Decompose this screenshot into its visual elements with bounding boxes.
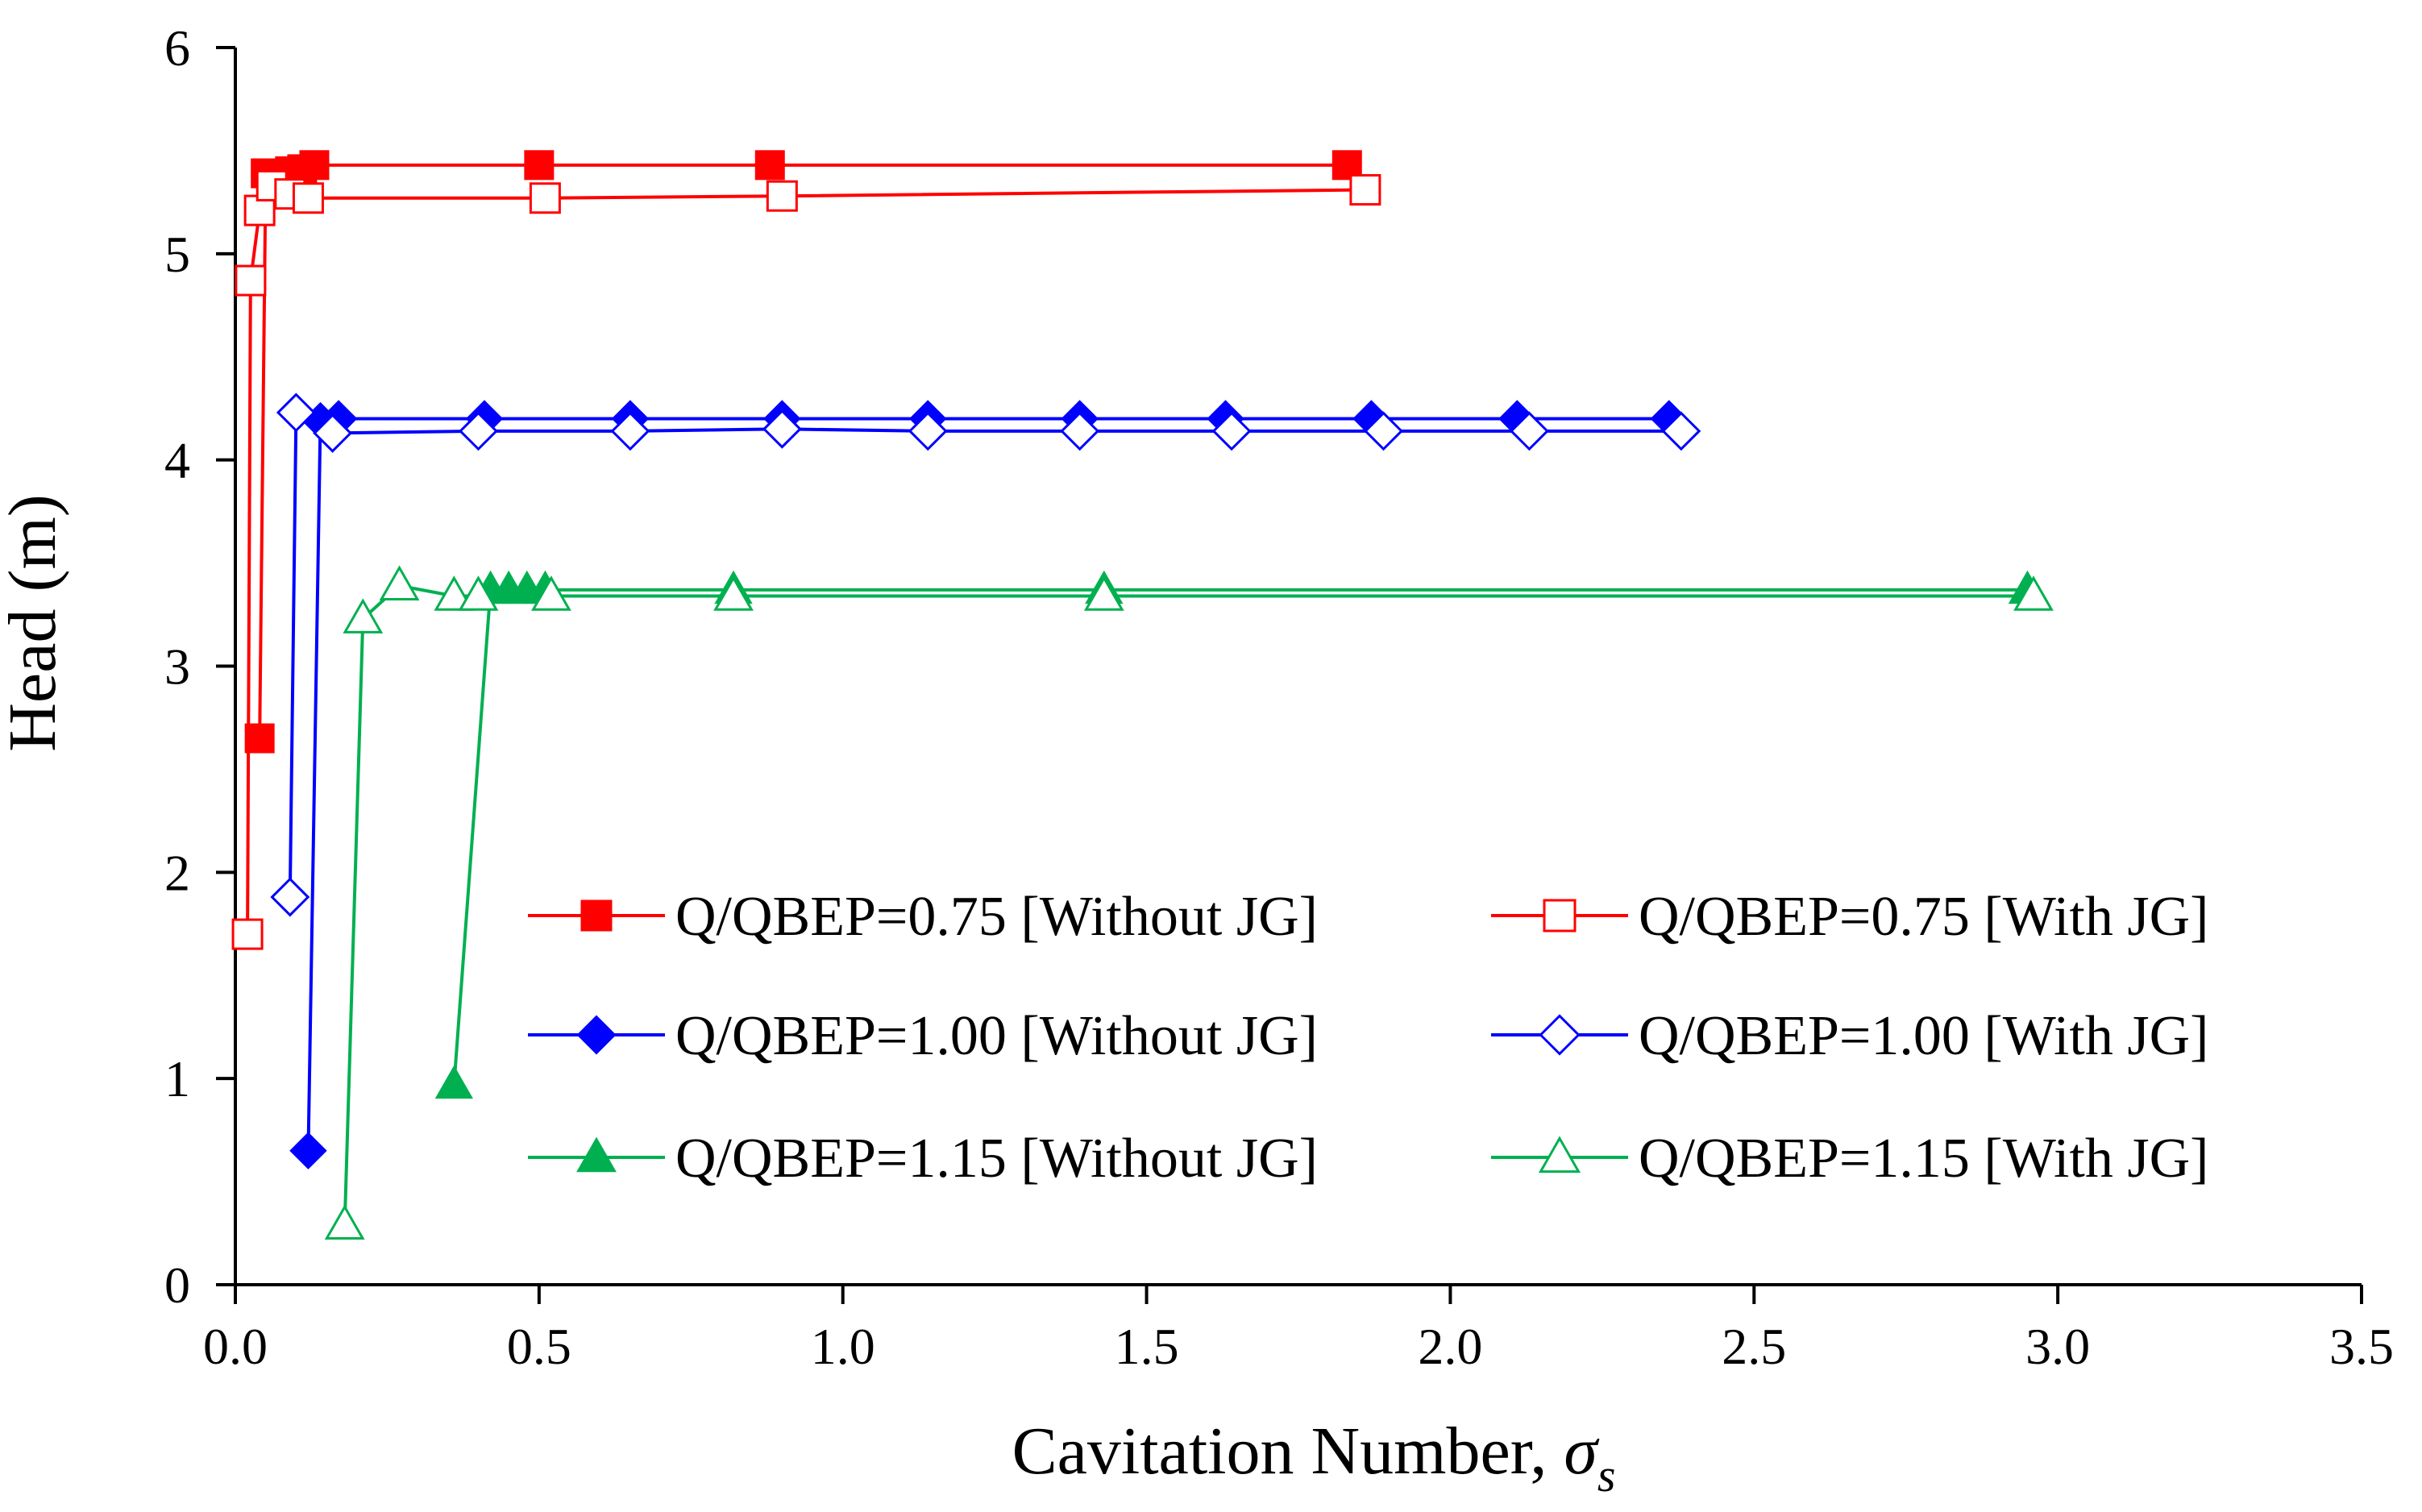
tick-labels: 0 1 2 3 4 5 6 0.0 0.5 1.0 1.5 2.0 2.5 3.0 3.5 — [164, 19, 2394, 1375]
data-point — [235, 264, 267, 297]
data-point — [324, 1204, 365, 1240]
data-point — [299, 150, 330, 181]
legend-item: Q/QBEP=0.75 [With JG] — [1491, 886, 2209, 948]
series-1 — [231, 169, 1381, 950]
data-point — [1083, 575, 1124, 611]
data-point — [529, 182, 561, 214]
x-axis-title-symbol: σ — [1564, 1414, 1600, 1489]
legend-label: Q/QBEP=0.75 [With JG] — [1639, 886, 2209, 948]
legend-label: Q/QBEP=1.15 [Without JG] — [675, 1128, 1318, 1190]
data-point — [762, 409, 802, 449]
legend-marker — [1539, 1014, 1581, 1056]
data-point — [1661, 411, 1701, 451]
legend-label: Q/QBEP=1.00 [With JG] — [1639, 1005, 2209, 1067]
data-point — [458, 575, 499, 611]
series-3 — [270, 393, 1701, 917]
data-point — [2013, 575, 2054, 611]
data-point — [531, 575, 571, 611]
legend-marker — [580, 899, 613, 932]
legend-marker — [576, 1015, 617, 1055]
series-line — [258, 163, 1348, 739]
x-tick-label: 2.5 — [1722, 1318, 1786, 1375]
data-point — [754, 150, 785, 181]
data-point — [766, 180, 798, 212]
x-axis-title-text: Cavitation Number, — [1012, 1414, 1564, 1489]
y-tick-label: 5 — [164, 226, 190, 283]
data-point — [231, 918, 264, 950]
data-point — [276, 393, 316, 433]
data-point — [434, 1065, 474, 1099]
legend-marker — [1538, 1136, 1581, 1173]
series-0 — [244, 150, 1362, 754]
data-point — [289, 1132, 327, 1169]
series-line — [288, 409, 1681, 898]
legend-item: Q/QBEP=1.15 [With JG] — [1491, 1128, 2209, 1190]
x-tick-label: 3.5 — [2329, 1318, 2394, 1375]
x-tick-label: 0.0 — [203, 1318, 268, 1375]
legend-label: Q/QBEP=0.75 [Without JG] — [675, 886, 1318, 948]
series-layer — [231, 150, 2054, 1240]
y-axis-title: Head (m) — [0, 494, 70, 752]
data-point — [1509, 411, 1549, 451]
legend-marker — [576, 1136, 617, 1173]
data-point — [908, 411, 948, 451]
data-point — [1211, 411, 1252, 451]
x-tick-label: 0.5 — [507, 1318, 571, 1375]
x-axis-title: Cavitation Number, σs — [1012, 1414, 1616, 1502]
y-tick-label: 1 — [164, 1050, 190, 1107]
data-point — [1060, 411, 1100, 451]
data-point — [244, 723, 275, 754]
x-tick-label: 1.5 — [1115, 1318, 1179, 1375]
series-5 — [324, 565, 2054, 1240]
y-tick-label: 3 — [164, 638, 190, 696]
series-line — [246, 183, 1365, 935]
legend-item: Q/QBEP=1.15 [Without JG] — [528, 1128, 1318, 1190]
legend-item: Q/QBEP=1.00 [Without JG] — [528, 1005, 1318, 1067]
y-tick-label: 0 — [164, 1257, 190, 1314]
x-tick-label: 1.0 — [811, 1318, 875, 1375]
data-point — [459, 411, 498, 451]
data-point — [379, 565, 420, 600]
data-point — [610, 411, 650, 451]
data-point — [313, 413, 353, 453]
data-point — [713, 575, 754, 611]
x-axis-title-subscript: s — [1597, 1449, 1616, 1502]
data-point — [343, 598, 384, 633]
y-tick-label: 2 — [164, 844, 190, 901]
data-point — [434, 575, 475, 611]
y-tick-label: 4 — [164, 432, 190, 489]
legend-item: Q/QBEP=0.75 [Without JG] — [528, 886, 1318, 948]
legend-label: Q/QBEP=1.15 [With JG] — [1639, 1128, 2209, 1190]
x-tick-label: 3.0 — [2025, 1318, 2090, 1375]
y-tick-label: 6 — [164, 19, 190, 77]
data-point — [1364, 411, 1403, 451]
data-point — [292, 182, 324, 214]
legend-item: Q/QBEP=1.00 [With JG] — [1491, 1005, 2209, 1067]
legend-label: Q/QBEP=1.00 [Without JG] — [675, 1005, 1318, 1067]
axes — [216, 46, 2363, 1304]
legend: Q/QBEP=0.75 [Without JG] Q/QBEP=0.75 [Wit… — [528, 886, 2209, 1190]
legend-marker — [1543, 899, 1577, 933]
data-point — [270, 877, 310, 917]
data-point — [1349, 174, 1381, 206]
data-point — [524, 150, 555, 181]
x-tick-label: 2.0 — [1418, 1318, 1482, 1375]
